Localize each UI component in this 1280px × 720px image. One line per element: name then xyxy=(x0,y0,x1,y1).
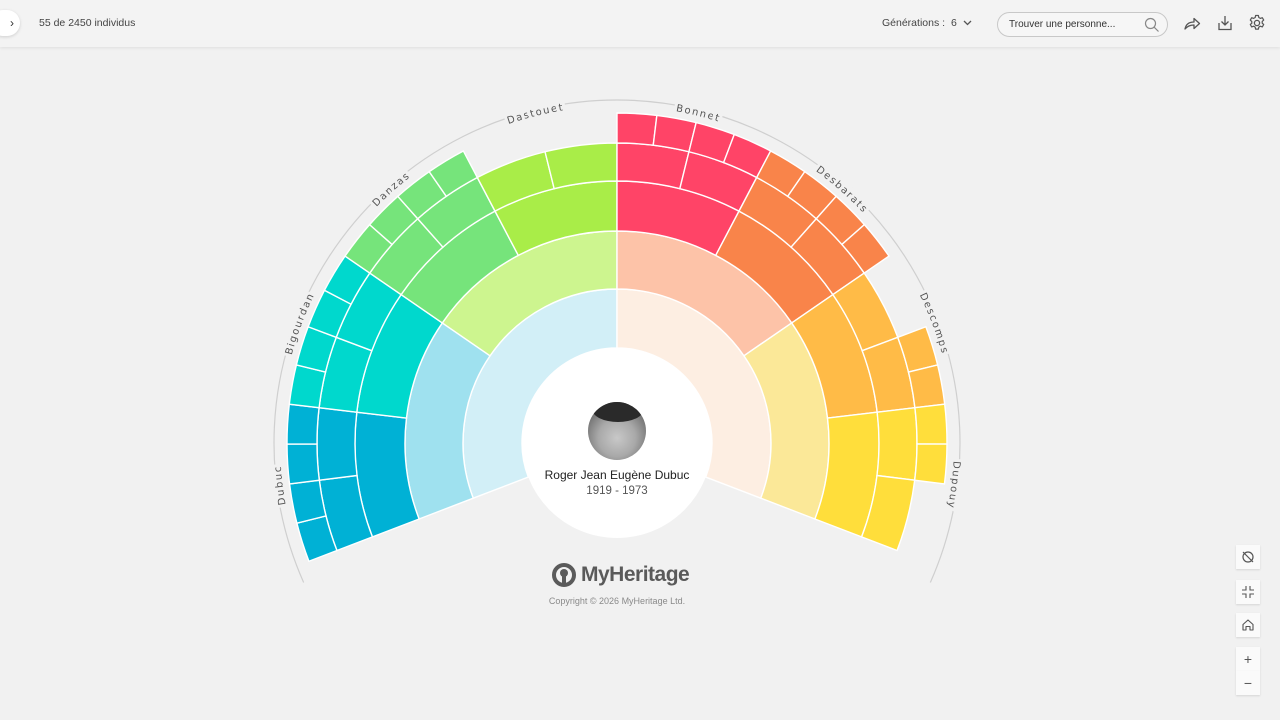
ancestor-segment-gen5[interactable] xyxy=(913,443,948,485)
ancestor-segment-gen5[interactable] xyxy=(286,403,320,445)
myheritage-logo: MyHeritage xyxy=(550,563,690,587)
collapse-icon xyxy=(1242,586,1254,598)
ancestor-segment-gen4[interactable] xyxy=(860,474,916,552)
search-box[interactable] xyxy=(997,12,1168,37)
ancestor-segment-gen4[interactable] xyxy=(544,142,618,190)
chevron-down-icon xyxy=(963,20,972,26)
branch-label: Dupouy xyxy=(945,461,962,510)
settings-gear-icon[interactable] xyxy=(1248,14,1266,32)
ancestor-segment-gen4[interactable] xyxy=(876,406,918,481)
ancestor-segment-gen4[interactable] xyxy=(316,406,358,481)
ancestor-segment-gen5[interactable] xyxy=(907,364,946,409)
myheritage-logo-icon xyxy=(552,563,576,587)
search-input[interactable] xyxy=(1007,18,1141,31)
copyright-text: Copyright © 2026 MyHeritage Ltd. xyxy=(548,596,686,606)
ancestor-segment-gen5[interactable] xyxy=(286,443,321,485)
search-icon[interactable] xyxy=(1144,17,1160,33)
outer-arc xyxy=(273,99,961,583)
share-icon[interactable] xyxy=(1183,14,1201,32)
root-person-photo[interactable] xyxy=(588,402,646,460)
zoom-out-button[interactable]: − xyxy=(1236,671,1260,695)
ancestor-segment-gen5[interactable] xyxy=(840,223,890,275)
generations-label: Générations : xyxy=(882,17,946,29)
sidebar-toggle-button[interactable]: › xyxy=(0,10,20,36)
download-icon[interactable] xyxy=(1216,14,1234,32)
ancestor-segment-gen5[interactable] xyxy=(288,479,327,525)
branch-label: Dastouet xyxy=(506,102,565,127)
home-button[interactable] xyxy=(1236,613,1260,637)
ancestor-segment-gen5[interactable] xyxy=(428,150,479,198)
root-person-dates: 1919 - 1973 xyxy=(586,485,648,497)
ancestor-segment-gen5[interactable] xyxy=(616,112,658,146)
root-person-name[interactable]: Roger Jean Eugène Dubuc xyxy=(544,468,690,482)
photo-cap xyxy=(592,402,644,422)
chevron-right-icon: › xyxy=(10,16,14,30)
top-bar: › 55 de 2450 individus Générations : 6 xyxy=(0,0,1280,47)
branch-label: Dubuc xyxy=(273,465,289,506)
hide-photos-button[interactable] xyxy=(1236,545,1260,569)
logo-text: MyHeritage xyxy=(581,563,690,586)
zoom-in-button[interactable]: + xyxy=(1236,647,1260,671)
generations-selector[interactable]: Générations : 6 xyxy=(882,17,972,29)
hide-photo-icon xyxy=(1242,551,1254,563)
generations-value: 6 xyxy=(951,17,957,29)
ancestor-segment-gen5[interactable] xyxy=(914,403,948,445)
home-icon xyxy=(1242,619,1254,631)
fit-screen-button[interactable] xyxy=(1236,580,1260,604)
individuals-count: 55 de 2450 individus xyxy=(39,17,136,29)
